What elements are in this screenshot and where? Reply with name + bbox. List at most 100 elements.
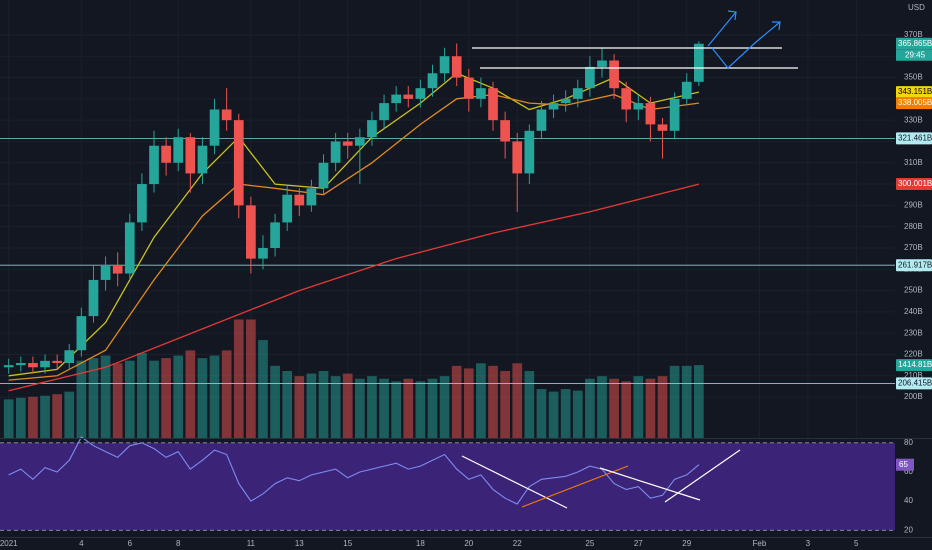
volume-bar <box>52 394 62 438</box>
volume-bar <box>500 371 510 438</box>
x-tick-label: 3 <box>806 539 811 548</box>
candle-body <box>197 145 208 174</box>
volume-bar <box>137 352 147 438</box>
x-tick-label: 20 <box>464 539 473 548</box>
moving-average <box>8 93 699 381</box>
volume-bar <box>40 395 50 438</box>
volume-bar <box>548 391 559 438</box>
candle-body <box>173 137 184 163</box>
volume-bar <box>88 358 99 438</box>
volume-bar <box>609 378 619 438</box>
y-tick-label: 350B <box>904 73 923 82</box>
volume-bar <box>294 376 305 438</box>
volume-bar <box>415 381 426 438</box>
candle-body <box>342 141 353 146</box>
price-label-box <box>896 132 932 145</box>
volume-bar <box>149 360 159 438</box>
volume-bar <box>367 376 377 438</box>
volume-bar <box>246 319 256 438</box>
rsi-line <box>8 436 700 505</box>
volume-bar <box>572 390 583 438</box>
price-label: 338.005B <box>898 98 932 107</box>
y-tick-label: 330B <box>904 115 923 124</box>
countdown: 29:45 <box>905 50 926 59</box>
volume-bar <box>694 365 704 438</box>
candle-body <box>149 145 159 185</box>
volume-bar <box>112 363 123 438</box>
volume-bar <box>512 363 523 438</box>
price-label: 300.001B <box>898 179 932 188</box>
volume-bar <box>28 396 38 438</box>
y-tick-label: 220B <box>904 350 923 359</box>
price-label-box <box>896 86 932 99</box>
x-tick-label: 6 <box>128 539 133 548</box>
candles <box>3 41 704 374</box>
candle-body <box>185 137 196 174</box>
candle-body <box>524 130 535 174</box>
trend-line <box>599 467 701 501</box>
candle-body <box>476 88 486 99</box>
volume-bar <box>536 389 547 438</box>
price-label-box <box>896 377 932 390</box>
y-tick-label: 200B <box>904 392 923 401</box>
volume <box>3 319 704 438</box>
candle-body <box>100 265 111 280</box>
rsi-fill <box>0 442 895 531</box>
volume-label-box <box>896 359 932 372</box>
volume-bar <box>282 371 293 438</box>
x-tick-label: 25 <box>585 539 594 548</box>
drawings <box>461 10 798 509</box>
countdown-box <box>896 49 932 61</box>
candle-body <box>209 109 220 146</box>
candle-body <box>270 222 280 248</box>
volume-bar <box>560 389 571 438</box>
volume-bar <box>124 360 135 438</box>
volume-bar <box>270 365 280 438</box>
candle-body <box>488 88 498 121</box>
candle-body <box>621 88 632 110</box>
volume-bar <box>3 399 14 438</box>
y-tick-label: 280B <box>904 222 923 231</box>
candle-body <box>294 194 305 206</box>
volume-bar <box>185 350 196 438</box>
candle-body <box>3 365 14 368</box>
volume-bar <box>76 360 87 438</box>
volume-bar <box>427 378 438 438</box>
candle-body <box>76 316 87 351</box>
volume-bar <box>463 368 474 438</box>
price-label-box <box>896 37 932 50</box>
candle-body <box>258 247 268 259</box>
price-label-box <box>896 97 932 110</box>
y-tick-label: 240B <box>904 307 923 316</box>
x-tick-label: 2021 <box>0 539 18 548</box>
volume-bar <box>524 371 535 438</box>
candle-body <box>463 77 474 99</box>
x-tick-label: 8 <box>176 539 181 548</box>
candle-body <box>221 109 232 121</box>
candle-body <box>306 188 317 206</box>
x-tick-label: 18 <box>416 539 425 548</box>
x-tick-label: 5 <box>854 539 859 548</box>
rsi-tick-label: 20 <box>904 525 913 534</box>
volume-bar <box>330 376 341 438</box>
y-tick-label: 210B <box>904 371 923 380</box>
candle-body <box>246 205 256 259</box>
volume-bar <box>681 365 692 438</box>
volume-label: 1414.81B <box>898 360 932 369</box>
arrow-head <box>727 10 737 21</box>
candle-body <box>415 88 426 99</box>
candle-body <box>40 360 50 368</box>
y-tick-label: 310B <box>904 158 923 167</box>
candle-body <box>112 265 123 274</box>
volume-bar <box>221 350 232 438</box>
volume-bar <box>488 365 498 438</box>
candle-body <box>403 94 414 99</box>
x-tick-label: Feb <box>752 539 766 548</box>
candle-body <box>391 94 402 104</box>
volume-bar <box>161 358 171 438</box>
volume-bar <box>306 373 317 438</box>
y-tick-label: 230B <box>904 328 923 337</box>
volume-bar <box>318 371 329 438</box>
x-tick-label: 15 <box>343 539 352 548</box>
